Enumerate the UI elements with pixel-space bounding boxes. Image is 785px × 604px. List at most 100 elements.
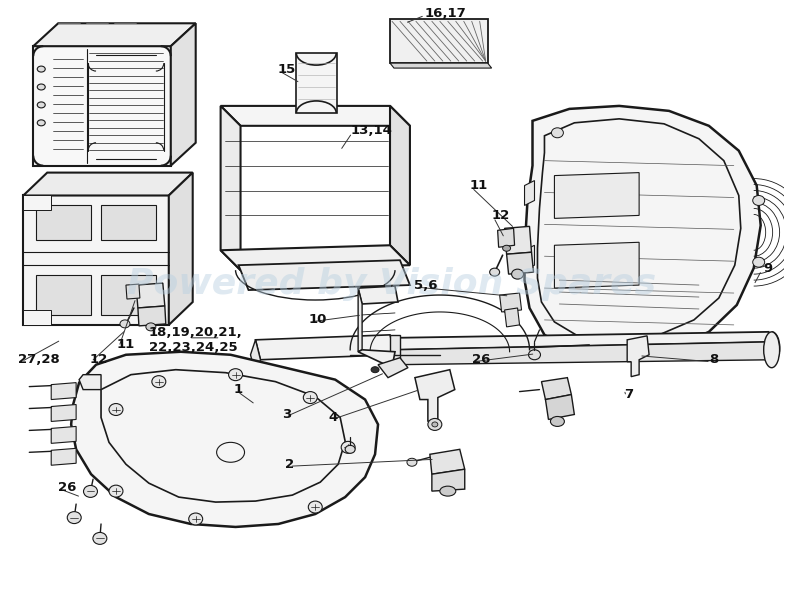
Ellipse shape <box>93 532 107 544</box>
Ellipse shape <box>764 332 780 368</box>
Polygon shape <box>24 310 51 325</box>
Ellipse shape <box>502 245 510 251</box>
Polygon shape <box>358 288 362 352</box>
Text: 3: 3 <box>283 408 292 421</box>
Polygon shape <box>524 245 535 270</box>
Ellipse shape <box>188 513 203 525</box>
Text: 4: 4 <box>328 411 338 424</box>
Text: 7: 7 <box>624 388 633 401</box>
Text: 10: 10 <box>309 313 327 326</box>
Ellipse shape <box>37 120 46 126</box>
Ellipse shape <box>673 345 685 355</box>
Text: Powered by Vision Spares: Powered by Vision Spares <box>127 267 656 301</box>
Polygon shape <box>24 196 51 210</box>
Ellipse shape <box>528 350 541 360</box>
Polygon shape <box>221 106 240 270</box>
Ellipse shape <box>440 486 456 496</box>
Polygon shape <box>51 382 76 400</box>
Polygon shape <box>546 394 575 419</box>
Polygon shape <box>24 173 192 196</box>
Ellipse shape <box>109 485 123 497</box>
Polygon shape <box>79 374 101 390</box>
Ellipse shape <box>83 486 97 497</box>
Polygon shape <box>51 405 76 422</box>
Ellipse shape <box>428 419 442 431</box>
Polygon shape <box>415 370 455 422</box>
Polygon shape <box>524 181 535 205</box>
Text: 5,6: 5,6 <box>414 278 437 292</box>
Text: 26: 26 <box>58 481 77 493</box>
Polygon shape <box>554 242 639 288</box>
Text: 16,17: 16,17 <box>425 7 466 20</box>
Text: 12: 12 <box>89 353 108 366</box>
Polygon shape <box>221 106 410 126</box>
Polygon shape <box>505 308 520 327</box>
Ellipse shape <box>551 128 564 138</box>
Text: 26: 26 <box>472 353 490 366</box>
Polygon shape <box>24 196 169 325</box>
Polygon shape <box>36 275 91 315</box>
Text: 12: 12 <box>491 209 510 222</box>
Polygon shape <box>506 252 534 274</box>
Text: 1: 1 <box>234 383 243 396</box>
Ellipse shape <box>37 84 46 90</box>
Ellipse shape <box>341 442 355 453</box>
Polygon shape <box>101 205 156 240</box>
Polygon shape <box>554 173 639 219</box>
Ellipse shape <box>551 340 564 350</box>
Polygon shape <box>378 358 408 378</box>
Ellipse shape <box>37 66 46 72</box>
Polygon shape <box>430 449 465 474</box>
Polygon shape <box>136 283 165 308</box>
Ellipse shape <box>152 376 166 388</box>
Polygon shape <box>524 106 761 358</box>
Polygon shape <box>71 352 378 527</box>
Ellipse shape <box>345 445 355 453</box>
Ellipse shape <box>37 102 46 108</box>
Ellipse shape <box>407 458 417 466</box>
Polygon shape <box>51 426 76 443</box>
Ellipse shape <box>371 367 379 373</box>
Ellipse shape <box>753 196 765 205</box>
Text: 2: 2 <box>286 458 294 471</box>
Polygon shape <box>499 293 521 312</box>
Polygon shape <box>101 275 156 315</box>
Ellipse shape <box>753 257 765 267</box>
Polygon shape <box>390 19 487 63</box>
Ellipse shape <box>490 268 499 276</box>
Text: 15: 15 <box>277 63 296 76</box>
Polygon shape <box>33 24 195 46</box>
Polygon shape <box>138 306 166 326</box>
Ellipse shape <box>120 320 130 328</box>
Ellipse shape <box>432 422 438 427</box>
Polygon shape <box>33 46 171 165</box>
Text: 8: 8 <box>709 353 718 366</box>
Ellipse shape <box>303 391 317 403</box>
Polygon shape <box>395 332 774 350</box>
Polygon shape <box>390 106 410 265</box>
Text: 13,14: 13,14 <box>350 124 392 137</box>
Ellipse shape <box>228 368 243 381</box>
Polygon shape <box>627 336 649 377</box>
Polygon shape <box>169 173 192 325</box>
Polygon shape <box>126 284 140 299</box>
Ellipse shape <box>309 501 323 513</box>
Polygon shape <box>395 342 774 365</box>
Polygon shape <box>542 378 571 400</box>
Polygon shape <box>239 260 410 290</box>
Ellipse shape <box>550 417 564 426</box>
Polygon shape <box>250 340 261 374</box>
Polygon shape <box>171 24 195 165</box>
Text: 9: 9 <box>764 262 772 275</box>
Polygon shape <box>221 245 410 270</box>
Polygon shape <box>36 205 91 240</box>
Text: 11: 11 <box>117 338 135 352</box>
Ellipse shape <box>146 323 156 331</box>
Polygon shape <box>390 335 400 368</box>
Ellipse shape <box>512 269 524 279</box>
Polygon shape <box>255 335 395 360</box>
Polygon shape <box>51 448 76 465</box>
Ellipse shape <box>68 512 81 524</box>
Polygon shape <box>297 53 338 113</box>
Text: 18,19,20,21,
22,23,24,25: 18,19,20,21, 22,23,24,25 <box>149 326 243 354</box>
